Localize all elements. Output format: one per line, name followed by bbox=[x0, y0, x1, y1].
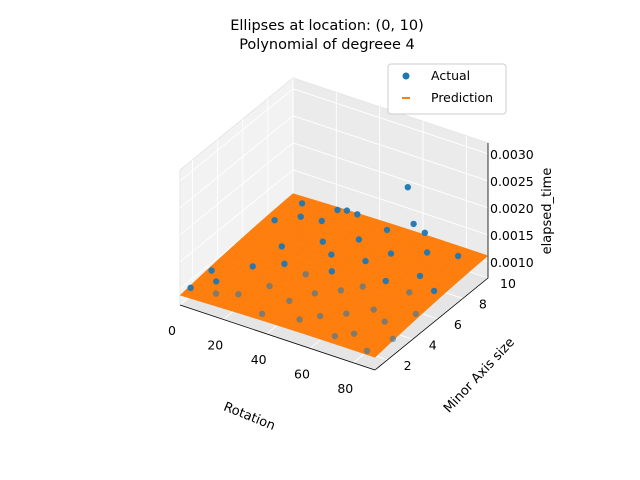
actual-point bbox=[370, 306, 377, 313]
x-tick-label: 40 bbox=[251, 352, 267, 367]
actual-point bbox=[318, 217, 325, 225]
y-tick-label: 8 bbox=[479, 296, 487, 311]
grid-z-back bbox=[292, 88, 489, 155]
actual-point bbox=[362, 257, 369, 265]
actual-point bbox=[249, 263, 256, 270]
actual-point bbox=[412, 310, 420, 318]
x-tick-label: 60 bbox=[294, 366, 310, 381]
grid-z-left bbox=[179, 142, 294, 236]
grid-z-left bbox=[179, 169, 294, 263]
grid-z-back bbox=[292, 142, 489, 209]
z-tick-label: 0.0030 bbox=[490, 147, 534, 162]
legend-prediction-label: Prediction bbox=[431, 90, 493, 105]
actual-point bbox=[363, 347, 371, 354]
tick-labels: 0 20 40 60 80 2 4 6 8 10 0.0010 0.0015 0.0020 0.0025 0… bbox=[168, 147, 534, 396]
actual-point bbox=[298, 200, 306, 207]
z-tick-label: 0.0010 bbox=[490, 255, 534, 270]
actual-point bbox=[423, 249, 431, 256]
x-tick-label: 80 bbox=[337, 381, 353, 396]
y-axis-line bbox=[374, 277, 489, 371]
grid-z-back bbox=[292, 169, 489, 236]
legend-actual-marker bbox=[402, 72, 410, 80]
actual-point bbox=[331, 332, 339, 340]
actual-point bbox=[410, 220, 417, 228]
grid-z-back bbox=[292, 115, 489, 182]
grid-z-left bbox=[179, 115, 294, 209]
y-tick-label: 6 bbox=[454, 317, 462, 332]
actual-point bbox=[404, 184, 411, 191]
grid-z-left bbox=[179, 88, 294, 182]
actual-point bbox=[271, 217, 278, 224]
actual-point bbox=[297, 213, 304, 220]
actual-point bbox=[350, 330, 358, 337]
z-tick-label: 0.0020 bbox=[490, 201, 534, 216]
legend-box bbox=[387, 63, 507, 115]
actual-point bbox=[421, 229, 428, 236]
x-tick-label: 20 bbox=[207, 337, 223, 352]
actual-point bbox=[454, 252, 462, 260]
y-tick-label: 4 bbox=[429, 337, 437, 352]
legend-actual-label: Actual bbox=[431, 68, 470, 83]
actual-point bbox=[337, 287, 345, 294]
legend: Actual Prediction bbox=[387, 63, 507, 115]
actual-point bbox=[383, 226, 391, 234]
actual-point bbox=[328, 268, 335, 275]
actual-point bbox=[328, 251, 335, 258]
x-axis-label: Rotation bbox=[221, 400, 277, 434]
actual-point bbox=[212, 290, 220, 297]
actual-point bbox=[187, 284, 194, 291]
actual-point bbox=[406, 289, 413, 296]
chart-title-line-2: Polynomial of degreee 4 bbox=[239, 37, 415, 53]
chart-title-line-1: Ellipses at location: (0, 10) bbox=[230, 18, 424, 34]
z-tick-label: 0.0015 bbox=[490, 228, 534, 243]
actual-point bbox=[317, 312, 324, 320]
actual-point bbox=[258, 310, 266, 317]
actual-point bbox=[235, 291, 242, 298]
actual-point bbox=[213, 278, 220, 285]
actual-point bbox=[354, 211, 361, 218]
actual-point bbox=[430, 287, 438, 295]
x-axis-line bbox=[179, 304, 376, 371]
y-tick-label: 2 bbox=[404, 358, 412, 373]
actual-points bbox=[187, 184, 462, 354]
actual-point bbox=[311, 290, 318, 297]
actual-point bbox=[416, 272, 424, 280]
actual-point bbox=[387, 250, 395, 257]
actual-point bbox=[334, 206, 341, 214]
x-tick-label: 0 bbox=[168, 323, 176, 338]
actual-point bbox=[382, 277, 389, 285]
actual-point bbox=[389, 335, 397, 343]
actual-point bbox=[355, 236, 363, 243]
actual-point bbox=[359, 283, 366, 290]
actual-point bbox=[319, 238, 326, 245]
prediction-surface-patch bbox=[470, 251, 489, 262]
z-tick-label: 0.0025 bbox=[490, 174, 534, 189]
actual-point bbox=[208, 267, 215, 274]
y-tick-label: 10 bbox=[500, 276, 516, 291]
y-axis-label: Minor Axis size bbox=[441, 335, 518, 416]
actual-point bbox=[343, 310, 350, 317]
prediction-surface bbox=[179, 193, 489, 358]
actual-point bbox=[296, 316, 303, 323]
actual-point bbox=[286, 297, 293, 305]
actual-point bbox=[266, 282, 273, 290]
actual-point bbox=[381, 318, 388, 325]
actual-point bbox=[281, 260, 288, 267]
actual-point bbox=[278, 243, 285, 250]
z-axis-label: elapsed_time bbox=[540, 168, 555, 255]
actual-point bbox=[302, 271, 309, 278]
actual-point bbox=[343, 207, 351, 214]
